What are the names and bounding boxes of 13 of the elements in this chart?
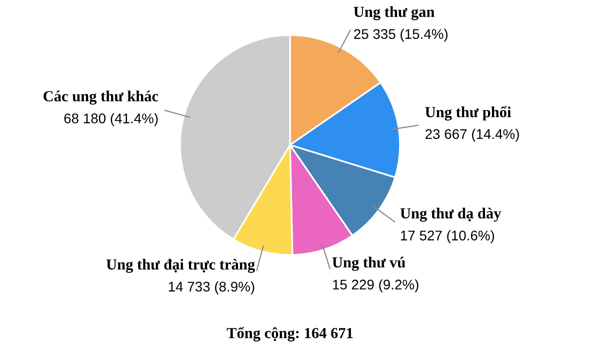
- slice-label: Ung thư gan: [354, 6, 434, 20]
- slice-label: Ung thư dạ dày: [400, 208, 502, 222]
- slice-label: Ung thư đại trực tràng: [106, 258, 255, 273]
- slice-label: Ung thư vú: [332, 256, 406, 271]
- slice-label: Ung thư phổi: [425, 106, 512, 121]
- data-label: 25 335 (15.4%): [354, 28, 448, 42]
- data-label: 17 527 (10.6%): [401, 230, 494, 244]
- data-label: 15 229 (9.2%): [333, 279, 418, 292]
- text: Tổng cộng: 164 671: [226, 326, 353, 342]
- data-label: 23 667 (14.4%): [426, 128, 519, 142]
- data-label: 68 180 (41.4%): [64, 113, 158, 126]
- slice-label: Các ung thư khác: [44, 90, 158, 105]
- data-label: 14 733 (8.9%): [168, 281, 254, 294]
